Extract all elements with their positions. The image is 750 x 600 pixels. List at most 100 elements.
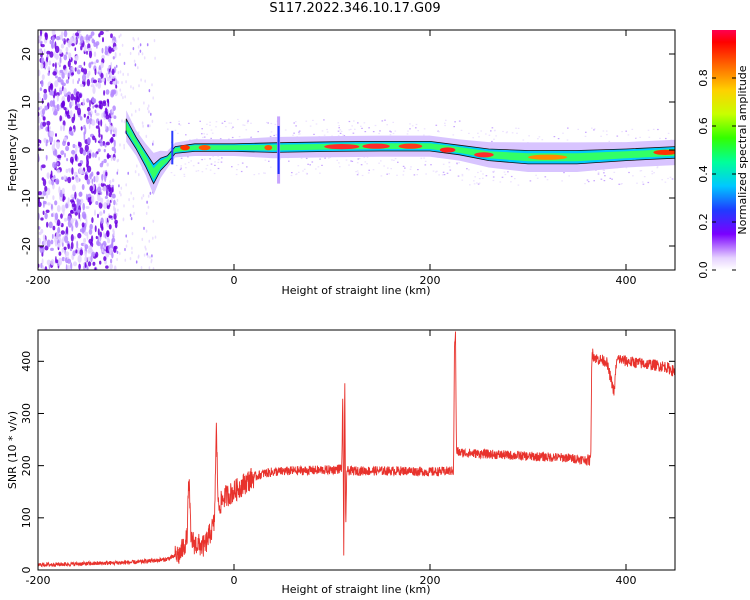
noise-speck bbox=[67, 141, 70, 146]
noise-speck bbox=[152, 236, 154, 240]
noise-speck bbox=[40, 62, 44, 69]
noise-speck bbox=[56, 169, 61, 174]
noise-speck bbox=[104, 107, 108, 115]
noise-speck bbox=[603, 180, 606, 182]
noise-speck bbox=[423, 157, 425, 159]
noise-speck bbox=[363, 156, 366, 158]
noise-speck bbox=[42, 200, 47, 205]
noise-speck bbox=[135, 260, 138, 264]
noise-speck bbox=[288, 160, 290, 162]
noise-speck bbox=[366, 163, 368, 165]
noise-speck bbox=[69, 130, 74, 136]
noise-speck bbox=[63, 246, 67, 251]
noise-speck bbox=[214, 161, 216, 163]
noise-speck bbox=[557, 138, 560, 140]
noise-speck bbox=[258, 173, 260, 175]
noise-speck bbox=[477, 171, 479, 174]
noise-speck bbox=[120, 186, 123, 190]
noise-speck bbox=[275, 134, 277, 136]
noise-speck bbox=[85, 34, 90, 42]
noise-speck bbox=[87, 256, 91, 262]
noise-speck bbox=[67, 40, 72, 48]
noise-speck bbox=[93, 176, 96, 183]
noise-speck bbox=[131, 246, 133, 250]
noise-speck bbox=[56, 104, 59, 110]
noise-speck bbox=[477, 183, 480, 185]
noise-speck bbox=[179, 168, 182, 171]
noise-speck bbox=[40, 40, 43, 45]
noise-speck bbox=[348, 120, 351, 123]
noise-speck bbox=[321, 164, 323, 166]
noise-speck bbox=[65, 168, 69, 173]
noise-speck bbox=[98, 120, 100, 126]
noise-speck bbox=[522, 139, 525, 141]
noise-speck bbox=[642, 183, 645, 185]
colorbar-tick-label: 0.0 bbox=[697, 261, 710, 279]
noise-speck bbox=[653, 172, 655, 174]
colorbar-ticks: 0.0 0.2 0.4 0.6 0.8 bbox=[697, 69, 736, 279]
noise-speck bbox=[317, 166, 320, 168]
noise-speck bbox=[121, 81, 123, 85]
noise-speck bbox=[608, 140, 611, 142]
noise-speck bbox=[356, 162, 359, 164]
noise-speck bbox=[41, 258, 44, 265]
noise-speck bbox=[326, 128, 328, 131]
noise-speck bbox=[122, 218, 125, 222]
noise-speck bbox=[342, 134, 344, 136]
noise-speck bbox=[85, 193, 88, 201]
noise-speck bbox=[402, 165, 405, 167]
noise-speck bbox=[417, 130, 419, 132]
noise-speck bbox=[90, 113, 92, 118]
noise-speck bbox=[217, 159, 220, 161]
noise-speck bbox=[390, 131, 392, 133]
noise-speck bbox=[452, 134, 455, 136]
noise-speck bbox=[85, 40, 90, 44]
noise-speck bbox=[52, 106, 55, 112]
noise-speck bbox=[116, 159, 119, 163]
noise-speck bbox=[361, 174, 364, 177]
noise-speck bbox=[448, 166, 451, 168]
noise-speck bbox=[105, 72, 108, 78]
noise-speck bbox=[57, 242, 61, 248]
noise-speck bbox=[123, 146, 125, 150]
noise-speck bbox=[268, 160, 270, 162]
noise-speck bbox=[116, 250, 119, 254]
noise-speck bbox=[44, 266, 48, 270]
x-tick-label: 0 bbox=[231, 274, 238, 287]
noise-speck bbox=[238, 136, 241, 138]
noise-speck bbox=[312, 119, 314, 121]
noise-speck bbox=[84, 244, 89, 250]
noise-speck bbox=[384, 119, 386, 121]
noise-speck bbox=[495, 135, 497, 137]
noise-speck bbox=[264, 159, 267, 161]
noise-speck bbox=[105, 253, 109, 258]
noise-speck bbox=[339, 129, 342, 131]
noise-speck bbox=[58, 257, 63, 266]
noise-speck bbox=[517, 184, 520, 186]
noise-speck bbox=[75, 219, 78, 226]
noise-speck bbox=[187, 156, 189, 158]
x-tick-label: 200 bbox=[420, 274, 441, 287]
noise-speck bbox=[383, 165, 385, 167]
noise-speck bbox=[100, 217, 104, 225]
noise-speck bbox=[125, 183, 127, 187]
noise-speck bbox=[442, 163, 445, 165]
noise-speck bbox=[111, 196, 113, 202]
noise-speck bbox=[669, 176, 672, 178]
noise-speck bbox=[493, 170, 495, 172]
noise-speck bbox=[380, 175, 383, 177]
noise-speck bbox=[113, 246, 117, 253]
noise-speck bbox=[100, 72, 104, 79]
noise-speck bbox=[482, 173, 484, 175]
colorbar-tick-label: 0.2 bbox=[697, 213, 710, 231]
noise-speck bbox=[46, 139, 49, 144]
noise-speck bbox=[55, 53, 59, 60]
noise-speck bbox=[201, 171, 204, 173]
noise-speck bbox=[178, 123, 180, 125]
noise-speck bbox=[113, 205, 115, 211]
noise-speck bbox=[48, 180, 53, 185]
ridge-hotspot bbox=[324, 144, 360, 150]
noise-speck bbox=[134, 109, 137, 113]
noise-speck bbox=[438, 131, 440, 133]
noise-speck bbox=[77, 107, 81, 116]
